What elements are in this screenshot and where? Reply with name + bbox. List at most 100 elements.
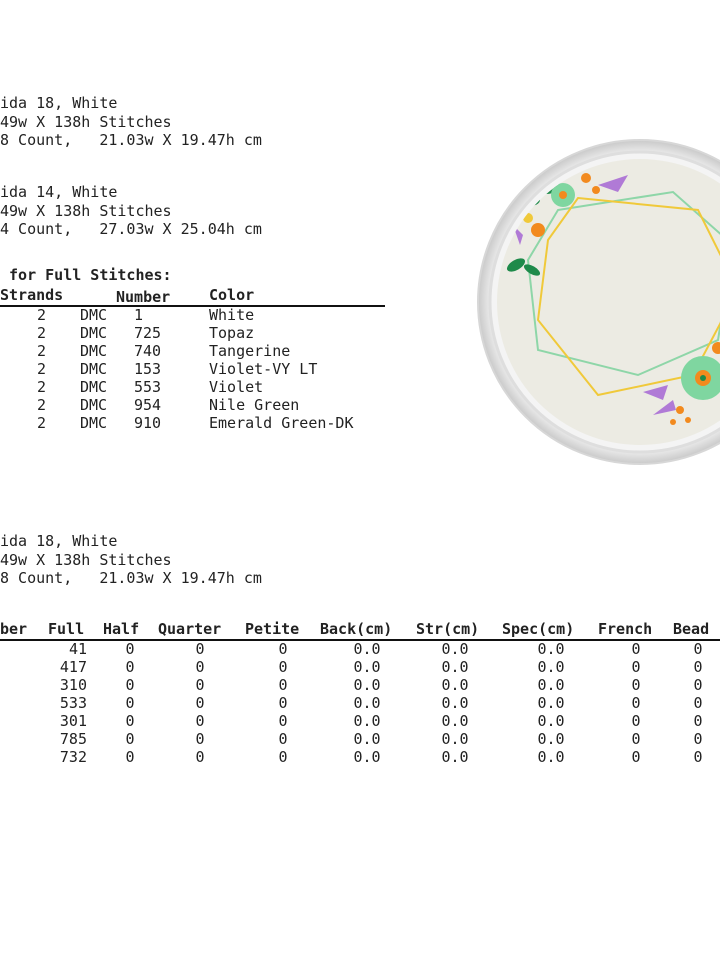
floss-cell-strands: 2: [36, 342, 46, 360]
counts-cell-str: 0.0: [441, 712, 469, 730]
counts-cell-french: 0: [631, 748, 641, 766]
floss-cell-brand: DMC: [80, 378, 108, 396]
counts-cell-str: 0.0: [441, 730, 469, 748]
counts-cell-half: 0: [125, 748, 135, 766]
counts-cell-bead: 0: [693, 712, 703, 730]
floss-cell-strands: 2: [36, 360, 46, 378]
stitches-line-2: 49w X 138h Stitches: [0, 202, 172, 220]
counts-cell-french: 0: [631, 712, 641, 730]
size-line-1: 8 Count, 21.03w X 19.47h cm: [0, 131, 262, 149]
counts-cell-full: 310: [59, 676, 87, 694]
counts-cell-back: 0.0: [353, 658, 381, 676]
counts-cell-quarter: 0: [195, 658, 205, 676]
fabric-line-2: ida 14, White: [0, 183, 118, 201]
counts-cell-spec: 0.0: [537, 658, 565, 676]
counts-header-number: ber: [0, 620, 28, 638]
stitches-line-3: 49w X 138h Stitches: [0, 551, 172, 569]
counts-cell-full: 785: [59, 730, 87, 748]
floss-cell-brand: DMC: [80, 414, 108, 432]
counts-cell-back: 0.0: [353, 748, 381, 766]
counts-cell-spec: 0.0: [537, 730, 565, 748]
floss-cell-number: 740: [134, 342, 162, 360]
counts-cell-french: 0: [631, 658, 641, 676]
floss-cell-brand: DMC: [80, 306, 108, 324]
counts-cell-full: 417: [59, 658, 87, 676]
counts-header-full: Full: [48, 620, 85, 638]
counts-cell-half: 0: [125, 694, 135, 712]
floss-header-number: Number: [116, 288, 171, 306]
counts-cell-bead: 0: [693, 694, 703, 712]
floss-cell-strands: 2: [36, 414, 46, 432]
counts-header-quarter: Quarter: [158, 620, 222, 638]
hoop-preview-image: [477, 139, 720, 465]
counts-cell-spec: 0.0: [537, 640, 565, 658]
stitches-line-1: 49w X 138h Stitches: [0, 113, 172, 131]
fabric-line-3: ida 18, White: [0, 532, 118, 550]
floss-cell-number: 954: [134, 396, 162, 414]
counts-cell-back: 0.0: [353, 712, 381, 730]
floss-cell-color: White: [209, 306, 255, 324]
counts-cell-quarter: 0: [195, 730, 205, 748]
counts-header-petite: Petite: [245, 620, 300, 638]
floss-header-color: Color: [209, 286, 255, 304]
size-line-2: 4 Count, 27.03w X 25.04h cm: [0, 220, 262, 238]
floss-cell-brand: DMC: [80, 342, 108, 360]
floss-cell-strands: 2: [36, 324, 46, 342]
counts-cell-french: 0: [631, 676, 641, 694]
counts-cell-str: 0.0: [441, 658, 469, 676]
counts-cell-spec: 0.0: [537, 694, 565, 712]
counts-cell-str: 0.0: [441, 676, 469, 694]
counts-cell-petite: 0: [278, 658, 288, 676]
counts-cell-full: 732: [59, 748, 87, 766]
counts-header-french: French: [598, 620, 653, 638]
counts-cell-bead: 0: [693, 640, 703, 658]
counts-header-rule: [0, 639, 720, 641]
floss-cell-number: 725: [134, 324, 162, 342]
counts-cell-str: 0.0: [441, 748, 469, 766]
counts-header-spec: Spec(cm): [502, 620, 575, 638]
counts-cell-quarter: 0: [195, 676, 205, 694]
floss-cell-color: Violet: [209, 378, 264, 396]
counts-cell-full: 533: [59, 694, 87, 712]
size-line-3: 8 Count, 21.03w X 19.47h cm: [0, 569, 262, 587]
floss-cell-color: Emerald Green-DK: [209, 414, 354, 432]
hoop-fabric: [497, 159, 720, 445]
counts-cell-back: 0.0: [353, 676, 381, 694]
floss-cell-color: Topaz: [209, 324, 255, 342]
floss-title: for Full Stitches:: [0, 266, 172, 284]
frame-green-hexagon: [526, 190, 720, 377]
floss-header-rule: [0, 305, 385, 307]
counts-cell-petite: 0: [278, 640, 288, 658]
counts-cell-back: 0.0: [353, 640, 381, 658]
counts-header-str: Str(cm): [416, 620, 480, 638]
counts-cell-bead: 0: [693, 748, 703, 766]
counts-cell-half: 0: [125, 658, 135, 676]
counts-cell-half: 0: [125, 730, 135, 748]
counts-cell-spec: 0.0: [537, 676, 565, 694]
counts-cell-petite: 0: [278, 694, 288, 712]
floss-cell-strands: 2: [36, 396, 46, 414]
counts-cell-quarter: 0: [195, 712, 205, 730]
counts-cell-quarter: 0: [195, 640, 205, 658]
counts-header-half: Half: [103, 620, 140, 638]
floss-cell-number: 910: [134, 414, 162, 432]
counts-cell-petite: 0: [278, 730, 288, 748]
counts-header-bead: Bead: [673, 620, 710, 638]
floss-cell-brand: DMC: [80, 360, 108, 378]
counts-cell-quarter: 0: [195, 694, 205, 712]
counts-cell-petite: 0: [278, 676, 288, 694]
floss-cell-number: 553: [134, 378, 162, 396]
floss-cell-number: 153: [134, 360, 162, 378]
counts-cell-back: 0.0: [353, 694, 381, 712]
fabric-line-1: ida 18, White: [0, 94, 118, 112]
floss-cell-color: Nile Green: [209, 396, 300, 414]
counts-cell-full: 41: [68, 640, 87, 658]
counts-header-back: Back(cm): [320, 620, 393, 638]
floss-cell-brand: DMC: [80, 324, 108, 342]
counts-cell-french: 0: [631, 640, 641, 658]
counts-cell-half: 0: [125, 640, 135, 658]
floss-cell-brand: DMC: [80, 396, 108, 414]
counts-cell-french: 0: [631, 694, 641, 712]
counts-cell-str: 0.0: [441, 640, 469, 658]
counts-cell-full: 301: [59, 712, 87, 730]
